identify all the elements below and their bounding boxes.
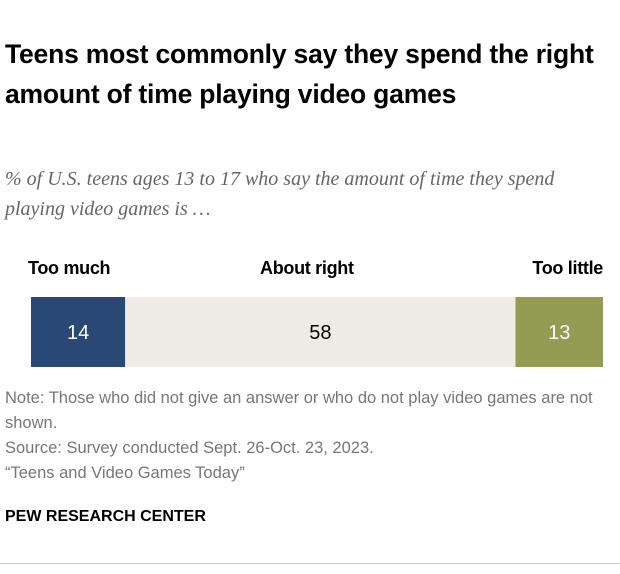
chart-notes: Note: Those who did not give an answer o… xyxy=(5,386,615,486)
bar-segment-too-little xyxy=(515,297,603,367)
category-label-too-much: Too much xyxy=(28,258,111,278)
report-title: “Teens and Video Games Today” xyxy=(5,464,245,482)
pew-logo-text: PEW RESEARCH CENTER xyxy=(5,508,206,525)
data-label-too-much: 14 xyxy=(67,322,89,344)
category-label-about-right: About right xyxy=(260,258,354,278)
note-text: Note: Those who did not give an answer o… xyxy=(5,389,593,432)
data-label-too-little: 13 xyxy=(548,322,570,344)
bar-segment-too-much xyxy=(31,297,126,367)
bottom-divider xyxy=(0,563,620,564)
stacked-bar-chart: 14 58 13 xyxy=(31,297,603,367)
category-label-too-little: Too little xyxy=(532,258,603,278)
chart-title: Teens most commonly say they spend the r… xyxy=(5,39,594,109)
bar-segment-about-right xyxy=(125,297,516,367)
source-text: Source: Survey conducted Sept. 26-Oct. 2… xyxy=(5,439,374,457)
chart-subtitle: % of U.S. teens ages 13 to 17 who say th… xyxy=(5,168,555,220)
data-label-about-right: 58 xyxy=(309,322,331,344)
